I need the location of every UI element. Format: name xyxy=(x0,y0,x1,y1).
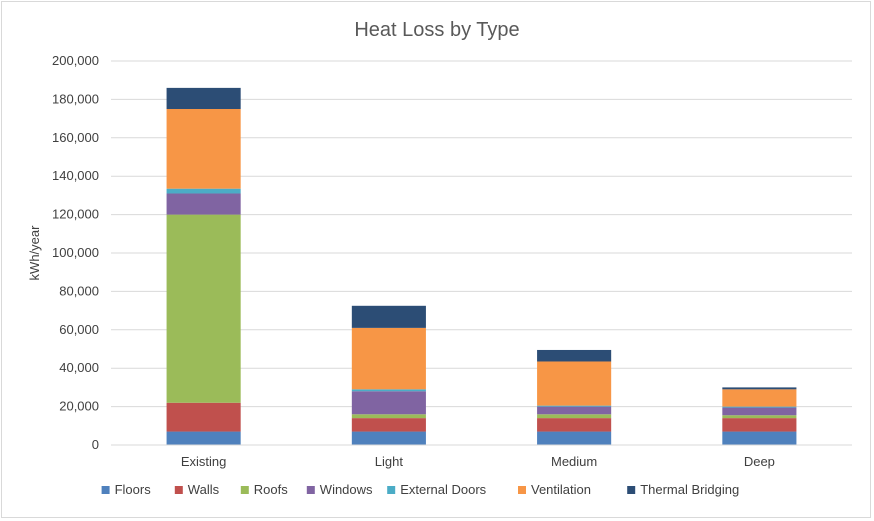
legend-label: Ventilation xyxy=(531,482,591,497)
bar-deep-walls xyxy=(722,418,797,432)
legend-swatch xyxy=(101,486,110,494)
x-tick-label: Medium xyxy=(551,454,597,469)
legend-item-thermal-bridging: Thermal Bridging xyxy=(627,482,739,497)
bar-light-thermal-bridging xyxy=(351,305,426,328)
bar-existing-walls xyxy=(166,402,241,432)
bar-deep-roofs xyxy=(722,415,797,419)
bar-medium-external-doors xyxy=(537,405,612,407)
y-tick-label: 200,000 xyxy=(52,53,99,68)
bar-light-roofs xyxy=(351,414,426,419)
y-tick-label: 60,000 xyxy=(59,322,99,337)
y-tick-label: 180,000 xyxy=(52,91,99,106)
bar-stack-medium xyxy=(537,349,612,445)
y-tick-label: 100,000 xyxy=(52,245,99,260)
legend-swatch xyxy=(518,486,526,494)
y-tick-label: 40,000 xyxy=(59,360,99,375)
x-tick-label: Existing xyxy=(181,454,227,469)
legend: Floors Walls Roofs Windows External Doors Ven… xyxy=(101,482,739,497)
legend-item-external-doors: External Doors xyxy=(387,482,487,497)
y-tick-label: 120,000 xyxy=(52,207,99,222)
legend-item-floors: Floors xyxy=(101,482,152,497)
legend-label: Floors xyxy=(115,482,152,497)
legend-swatch xyxy=(306,486,315,494)
bar-existing-roofs xyxy=(166,214,241,403)
bar-deep-external-doors xyxy=(722,406,797,408)
legend-swatch xyxy=(387,486,396,494)
legend-label: Walls xyxy=(188,482,220,497)
bar-deep-windows xyxy=(722,407,797,416)
legend-item-roofs: Roofs xyxy=(240,482,288,497)
bar-medium-thermal-bridging xyxy=(537,349,612,362)
x-axis-ticks: Existing Light Medium Deep xyxy=(181,454,775,469)
bar-deep-floors xyxy=(722,431,797,445)
x-tick-label: Light xyxy=(375,454,404,469)
chart-title: Heat Loss by Type xyxy=(354,19,519,41)
bar-medium-floors xyxy=(537,431,612,445)
bar-deep-ventilation xyxy=(722,389,797,407)
bar-medium-windows xyxy=(537,406,612,415)
y-tick-label: 160,000 xyxy=(52,130,99,145)
legend-label: Roofs xyxy=(254,482,288,497)
y-axis-ticks: 0 20,000 40,000 60,000 80,000 100,000 120,000 1… xyxy=(52,53,99,452)
bar-existing-ventilation xyxy=(166,109,241,189)
bar-existing-floors xyxy=(166,431,241,445)
legend-label: External Doors xyxy=(400,482,486,497)
y-tick-label: 20,000 xyxy=(59,399,99,414)
bar-light-windows xyxy=(351,391,426,415)
bar-existing-external-doors xyxy=(166,188,241,194)
legend-label: Thermal Bridging xyxy=(640,482,739,497)
legend-swatch xyxy=(627,486,636,494)
bar-deep-thermal-bridging xyxy=(722,387,797,390)
bar-medium-ventilation xyxy=(537,361,612,406)
bar-light-ventilation xyxy=(351,327,426,390)
bars xyxy=(166,87,797,445)
legend-swatch xyxy=(174,486,183,494)
legend-swatch xyxy=(240,486,249,494)
bar-existing-thermal-bridging xyxy=(166,87,241,109)
bar-medium-walls xyxy=(537,418,612,432)
bar-stack-deep xyxy=(722,387,797,445)
bar-light-floors xyxy=(351,431,426,445)
bar-light-external-doors xyxy=(351,389,426,392)
bar-medium-roofs xyxy=(537,414,612,419)
legend-label: Windows xyxy=(320,482,373,497)
y-tick-label: 0 xyxy=(92,437,99,452)
y-axis-title: kWh/year xyxy=(27,225,42,281)
legend-item-walls: Walls xyxy=(174,482,220,497)
legend-item-ventilation: Ventilation xyxy=(518,482,591,497)
bar-stack-light xyxy=(351,305,426,445)
bar-light-walls xyxy=(351,418,426,432)
bar-existing-windows xyxy=(166,193,241,215)
x-tick-label: Deep xyxy=(744,454,775,469)
y-tick-label: 80,000 xyxy=(59,283,99,298)
y-tick-label: 140,000 xyxy=(52,168,99,183)
bar-stack-existing xyxy=(166,87,241,445)
legend-item-windows: Windows xyxy=(306,482,373,497)
